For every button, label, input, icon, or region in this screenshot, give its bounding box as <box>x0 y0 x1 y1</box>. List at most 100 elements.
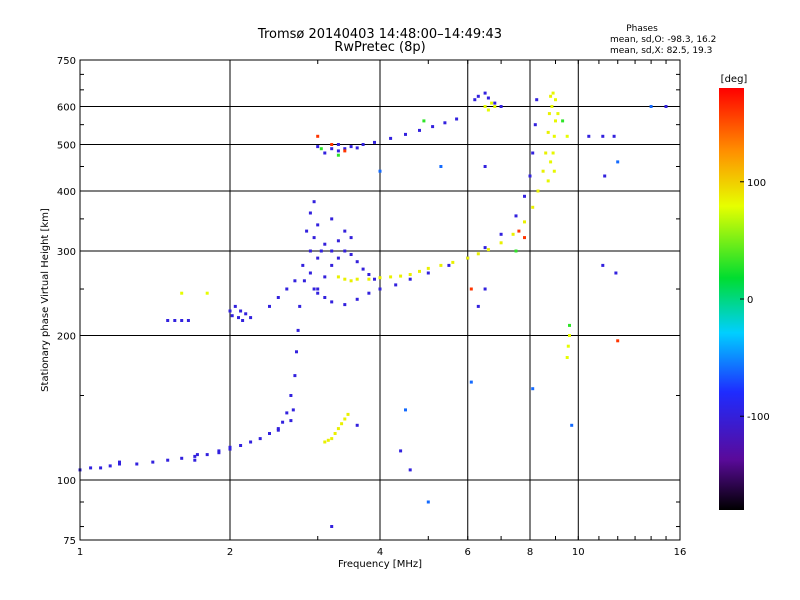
echo-point <box>205 291 209 295</box>
plot-frame <box>79 59 681 541</box>
colorbar-tick-label: 0 <box>747 295 753 306</box>
x-tick-label: 4 <box>377 547 383 558</box>
y-tick-label: 750 <box>57 56 76 67</box>
y-tick-label: 75 <box>63 536 76 547</box>
echo-point <box>316 256 320 260</box>
echo-point <box>541 169 545 173</box>
echo-point <box>343 149 347 153</box>
echo-point <box>289 394 293 397</box>
echo-point <box>367 277 371 281</box>
echo-point <box>355 146 359 150</box>
echo-point <box>486 96 490 100</box>
echo-point <box>343 277 347 281</box>
echo-point <box>554 98 557 102</box>
echo-point <box>349 253 353 256</box>
echo-point <box>566 344 570 348</box>
echo-point <box>535 98 539 102</box>
echo-point <box>205 453 209 457</box>
colorbar-ticks: 100 0 -100 <box>740 178 770 423</box>
echo-point <box>601 134 605 138</box>
echo-point <box>281 420 285 424</box>
echo-point <box>552 134 556 138</box>
echo-point <box>546 179 550 183</box>
colorbar <box>719 88 744 510</box>
echo-point <box>308 271 312 275</box>
echo-point <box>336 256 340 260</box>
echo-point <box>426 271 430 275</box>
echo-point <box>570 423 574 427</box>
echo-point <box>268 432 271 435</box>
echo-point <box>330 525 334 528</box>
echo-point <box>378 276 382 280</box>
echo-point <box>476 304 480 308</box>
echo-point <box>330 217 334 221</box>
echo-point <box>118 462 121 466</box>
echo-point <box>649 105 653 108</box>
echo-point <box>355 423 359 427</box>
echo-point <box>343 229 347 233</box>
echo-point <box>493 105 497 108</box>
echo-point <box>323 440 327 444</box>
echo-point <box>228 309 232 313</box>
echo-point <box>399 449 403 453</box>
y-tick-label: 400 <box>57 187 76 198</box>
echo-point <box>305 229 309 233</box>
echo-point <box>373 140 376 144</box>
echo-point <box>603 174 607 178</box>
y-tick-label: 200 <box>57 332 76 343</box>
echo-point <box>217 451 221 455</box>
echo-point <box>302 279 306 283</box>
echo-point <box>118 460 121 464</box>
echo-point <box>587 134 591 138</box>
echo-point <box>404 408 407 412</box>
echo-point <box>241 319 245 322</box>
echo-point <box>439 165 443 168</box>
data-points <box>78 91 668 528</box>
colorbar-label: [deg] <box>721 74 748 85</box>
x-axis-label: Frequency [MHz] <box>338 559 422 570</box>
echo-point <box>249 316 253 320</box>
echo-point <box>346 412 350 416</box>
phases-o-mode: mean, sd,O: -98.3, 16.2 <box>610 35 716 45</box>
echo-point <box>276 296 280 299</box>
echo-point <box>399 274 403 278</box>
echo-point <box>340 422 344 426</box>
x-tick-label: 10 <box>572 547 585 558</box>
echo-point <box>293 374 297 378</box>
echo-point <box>528 174 532 178</box>
echo-point <box>552 169 556 173</box>
echo-point <box>135 462 139 466</box>
echo-point <box>330 143 334 146</box>
echo-point <box>616 160 620 164</box>
echo-point <box>186 319 190 322</box>
echo-point <box>180 319 184 322</box>
echo-point <box>536 189 540 193</box>
echo-point <box>490 101 494 105</box>
echo-point <box>612 134 616 138</box>
echo-point <box>319 249 323 253</box>
echo-point <box>323 275 327 279</box>
echo-point <box>404 132 407 136</box>
echo-point <box>418 128 421 132</box>
echo-point <box>469 287 473 291</box>
echo-point <box>493 101 497 105</box>
echo-point <box>151 460 155 464</box>
echo-point <box>499 105 503 108</box>
echo-point <box>455 117 459 121</box>
x-tick-label: 1 <box>77 547 83 558</box>
echo-point <box>483 287 487 291</box>
echo-point <box>544 151 548 155</box>
echo-point <box>531 387 535 391</box>
echo-point <box>326 438 330 442</box>
echo-point <box>285 411 289 415</box>
echo-point <box>330 300 334 304</box>
echo-point <box>476 252 480 256</box>
x-tick-label: 6 <box>465 547 471 558</box>
echo-point <box>664 105 668 108</box>
y-axis-label: Stationary phase Virtual Height [km] <box>40 208 51 392</box>
echo-point <box>531 205 535 209</box>
echo-point <box>343 147 347 151</box>
echo-point <box>499 232 503 236</box>
echo-point <box>343 249 347 253</box>
echo-point <box>378 169 382 173</box>
